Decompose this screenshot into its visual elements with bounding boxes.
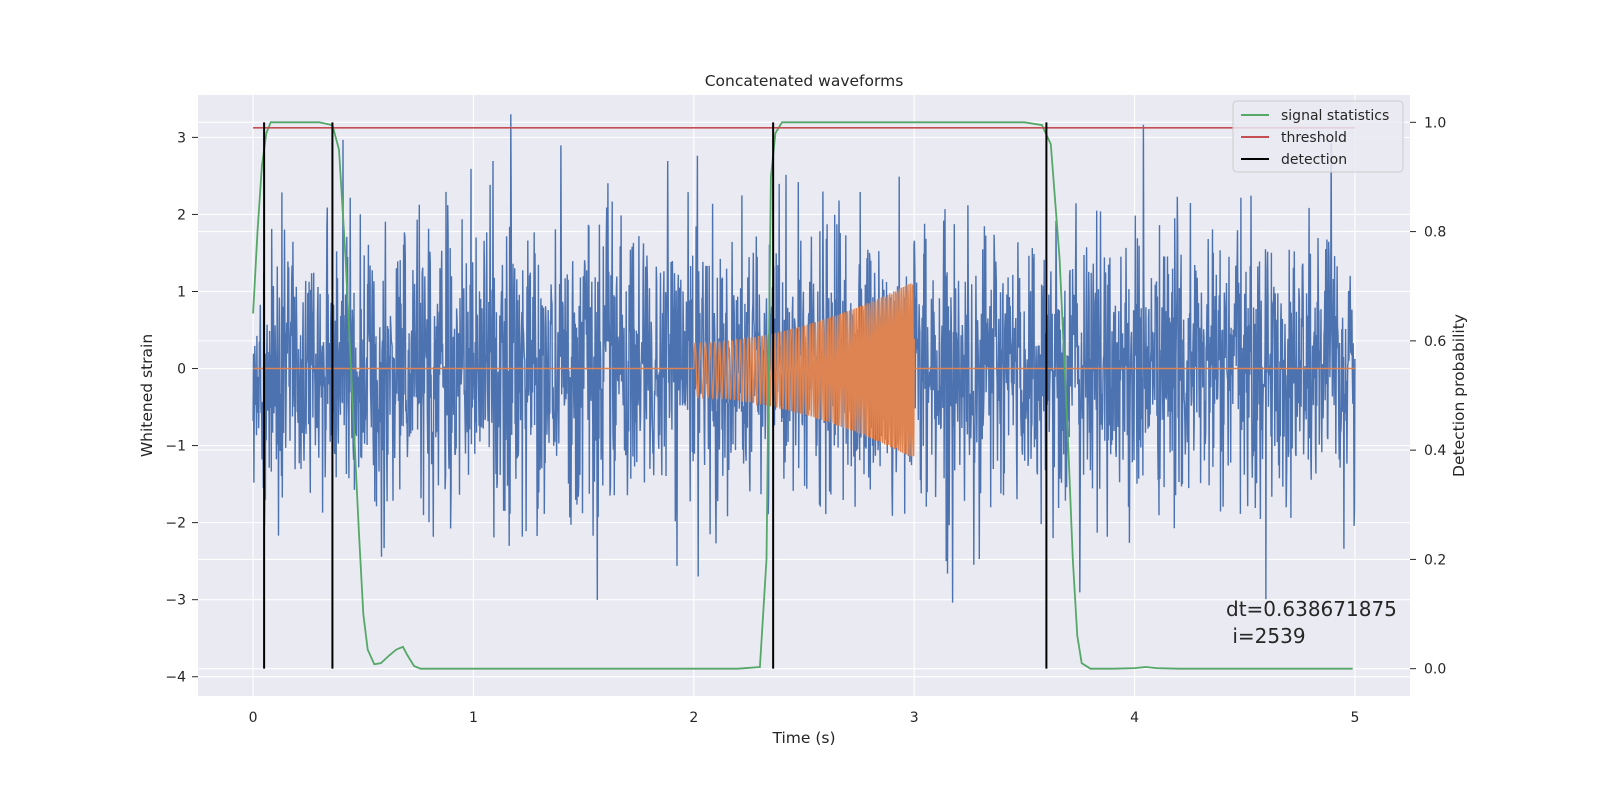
x-tick-label-0: 0: [249, 710, 258, 726]
y-tick-label-3: −1: [165, 439, 186, 455]
x-tick-label-4: 4: [1130, 710, 1139, 726]
y-tick-label-4: 0: [177, 362, 186, 378]
y-right-tick-label-5: 1.0: [1424, 115, 1446, 131]
annotation-dt: dt=0.638671875: [1226, 597, 1397, 621]
plot-area: [252, 114, 1356, 670]
y-tick-label-7: 3: [177, 130, 186, 146]
y-axis-label-right: Detection probability: [1450, 314, 1468, 477]
y-right-tick-label-4: 0.8: [1424, 225, 1446, 241]
x-axis-label: Time (s): [771, 729, 835, 747]
x-tick-label-1: 1: [469, 710, 478, 726]
y-tick-label-6: 2: [177, 207, 186, 223]
y-tick-label-0: −4: [165, 670, 186, 686]
x-tick-label-2: 2: [689, 710, 698, 726]
y-tick-label-5: 1: [177, 284, 186, 300]
y-right-tick-label-3: 0.6: [1424, 334, 1446, 350]
x-tick-label-3: 3: [910, 710, 919, 726]
series-signal-statistics: [252, 121, 1353, 670]
chart-title: Concatenated waveforms: [705, 72, 904, 90]
legend-label-signal-statistics: signal statistics: [1281, 108, 1389, 124]
series-chirp-template: [253, 283, 1355, 457]
y-right-tick-label-0: 0.0: [1424, 662, 1446, 678]
annotation-index: i=2539: [1226, 624, 1306, 648]
legend: signal statistics threshold detection: [1232, 100, 1404, 173]
axis-ticks: 0 1 2 3 4 5 −4 −3 −2 −1 0 1 2 3 0.0 0.2 0.4 0.6 0.8 1.0: [165, 115, 1446, 726]
y-right-tick-label-1: 0.2: [1424, 552, 1446, 568]
y-tick-label-1: −3: [165, 593, 186, 609]
y-right-tick-label-2: 0.4: [1424, 443, 1446, 459]
legend-label-threshold: threshold: [1281, 130, 1347, 146]
y-tick-label-2: −2: [165, 516, 186, 532]
x-tick-label-5: 5: [1350, 710, 1359, 726]
legend-box: [1232, 100, 1404, 173]
legend-label-detection: detection: [1281, 152, 1347, 168]
y-axis-label: Whitened strain: [138, 334, 156, 457]
